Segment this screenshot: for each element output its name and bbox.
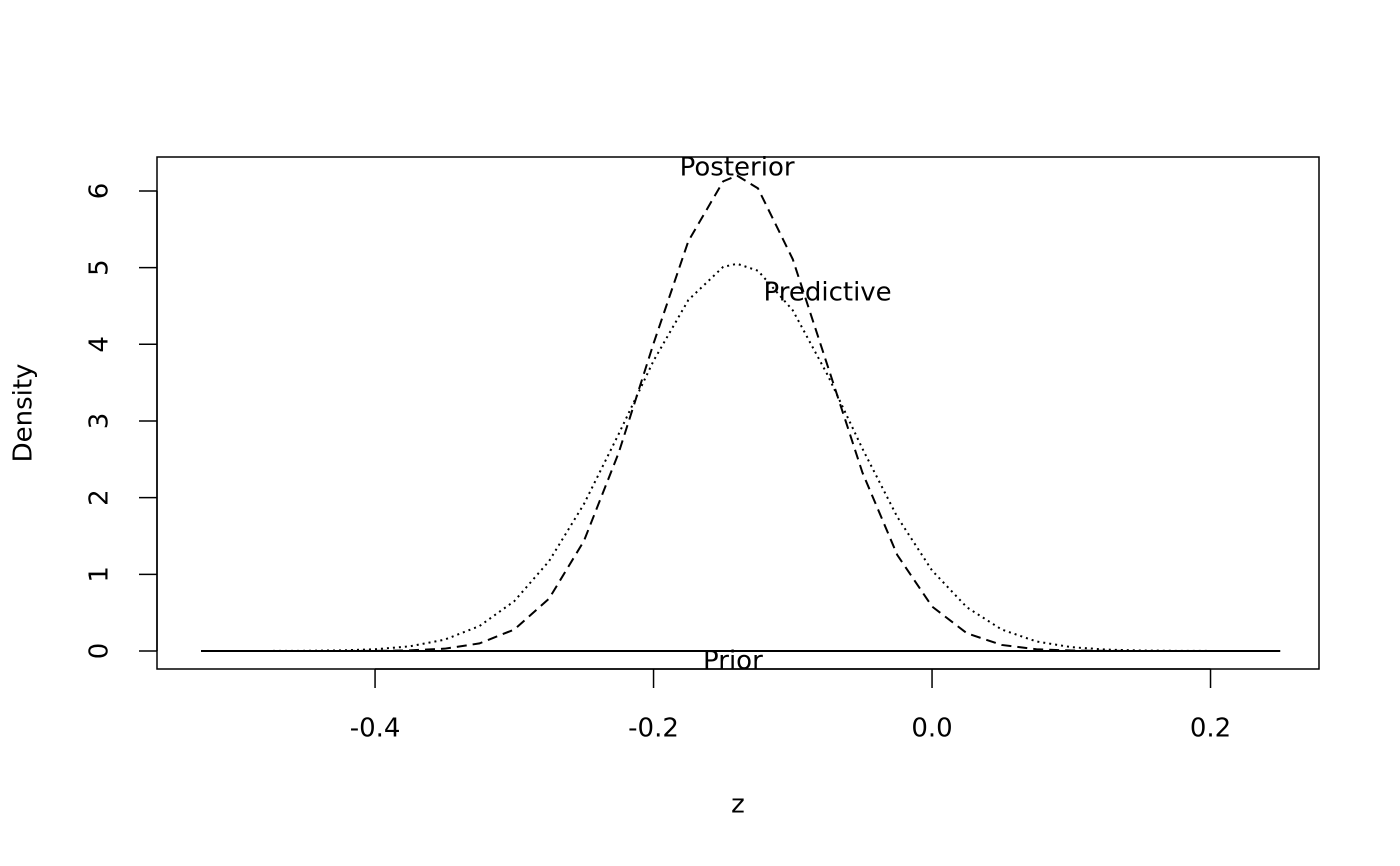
annotation: Prior	[703, 646, 763, 676]
x-tick-label: 0.0	[911, 714, 952, 744]
plot-box	[156, 156, 1320, 670]
annotation: Posterior	[680, 152, 795, 182]
series-line	[200, 262, 1281, 652]
x-tick-label: -0.4	[350, 714, 401, 744]
y-tick-label: 3	[85, 413, 115, 430]
x-tick-label: -0.2	[628, 714, 679, 744]
x-tick-label: 0.2	[1190, 714, 1231, 744]
annotation: Predictive	[764, 277, 892, 307]
y-tick-label: 6	[85, 183, 115, 200]
y-axis-label: Density	[9, 364, 39, 463]
series-line	[201, 174, 1281, 652]
y-tick-label: 0	[85, 643, 115, 660]
y-tick-label: 2	[85, 489, 115, 506]
x-axis-label: z	[731, 790, 745, 820]
y-tick-label: 4	[85, 336, 115, 353]
y-tick-label: 5	[85, 259, 115, 276]
y-tick-label: 1	[85, 566, 115, 583]
